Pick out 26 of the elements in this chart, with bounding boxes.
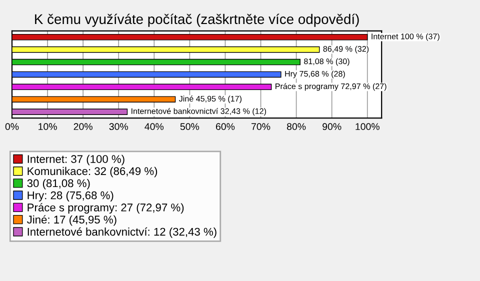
legend-label: Komunikace: 32 (86,49 %) <box>28 166 158 178</box>
legend-label: Práce s programy: 27 (72,97 %) <box>28 203 184 214</box>
legend-label: 30 (81,08 %) <box>27 179 90 190</box>
x-tick-label: 80% <box>287 123 306 130</box>
x-tick-label: 90% <box>322 123 342 130</box>
x-tick-label: 70% <box>252 123 270 130</box>
x-tick-label: 100% <box>356 123 380 130</box>
x-tick-label: 50% <box>180 123 200 130</box>
data-label: Internet 100 % (37) <box>372 33 440 41</box>
x-tick-label: 20% <box>74 123 92 130</box>
data-label: 81,08 % (30) <box>304 58 350 66</box>
data-label: Práce s programy 72,97 % (27) <box>276 83 386 91</box>
data-label: Jiné 45,95 % (17) <box>178 96 242 104</box>
data-label: Hry 75,68 % (28) <box>285 70 345 78</box>
legend-label: Jiné: 17 (45,95 %) <box>27 215 116 226</box>
x-tick-label: 0% <box>5 123 19 130</box>
chart-title: K čemu využíváte počítač (zaškrtněte více odpovědí) <box>35 14 359 27</box>
legend-label: Internetové bankovnictví: 12 (32,43 %) <box>28 227 216 238</box>
x-tick-label: 10% <box>38 123 57 130</box>
data-label: 86,49 % (32) <box>323 46 369 54</box>
x-tick-label: 60% <box>216 123 235 130</box>
x-tick-label: 30% <box>109 123 128 130</box>
legend-label: Hry: 28 (75,68 %) <box>28 191 114 202</box>
x-tick-label: 40% <box>144 123 164 130</box>
legend-label: Internet: 37 (100 %) <box>28 154 124 166</box>
data-label: Internetové bankovnictví 32,43 % (12) <box>132 108 266 116</box>
